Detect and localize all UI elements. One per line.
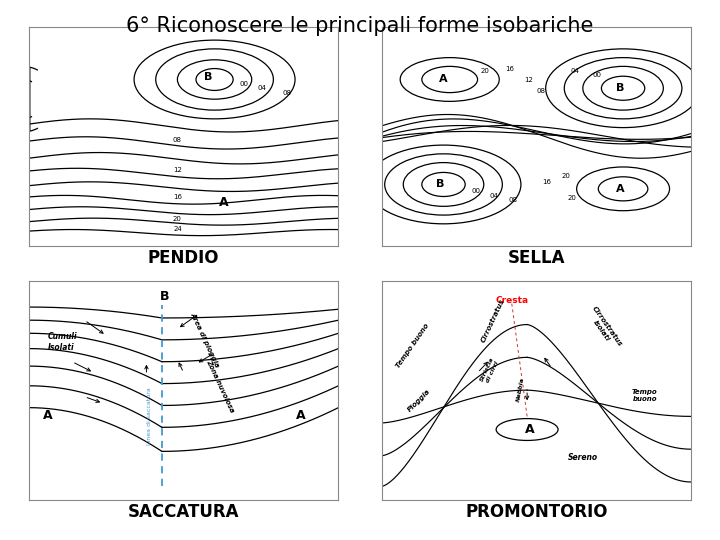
Text: 20: 20	[561, 173, 570, 179]
Text: SACCATURA: SACCATURA	[128, 503, 239, 521]
Text: Cumuli
Isolati: Cumuli Isolati	[48, 332, 77, 352]
Text: A: A	[526, 423, 535, 436]
Text: 24: 24	[173, 226, 181, 233]
Text: 08: 08	[173, 137, 182, 143]
Text: 00: 00	[592, 72, 601, 78]
Text: 20: 20	[567, 195, 576, 201]
Text: Sereno: Sereno	[568, 453, 598, 462]
Text: 20: 20	[481, 68, 490, 74]
Text: B: B	[616, 83, 624, 93]
Text: 08: 08	[508, 197, 518, 203]
Text: Zona nuvolosa: Zona nuvolosa	[205, 359, 235, 413]
Text: B: B	[204, 72, 212, 82]
Text: 04: 04	[570, 68, 580, 74]
Text: 00: 00	[239, 81, 248, 87]
Text: Tempo buono: Tempo buono	[395, 323, 430, 369]
Text: 00: 00	[472, 188, 480, 194]
Text: 12: 12	[173, 167, 182, 173]
Text: Area di pioggia: Area di pioggia	[190, 312, 220, 368]
Text: 04: 04	[490, 193, 499, 199]
Text: Tempo
buono: Tempo buono	[632, 389, 657, 402]
Text: Cirrostratus: Cirrostratus	[480, 298, 506, 343]
Text: 16: 16	[505, 66, 515, 72]
Text: 08: 08	[283, 90, 292, 96]
Text: Pioggia: Pioggia	[406, 388, 431, 413]
Text: SELLA: SELLA	[508, 249, 565, 267]
Text: 08: 08	[536, 87, 546, 93]
Text: B: B	[436, 179, 445, 190]
Text: Cresta: Cresta	[495, 296, 528, 305]
Text: 12: 12	[524, 77, 533, 83]
Text: A: A	[616, 184, 624, 194]
Text: 16: 16	[543, 179, 552, 185]
Text: 20: 20	[173, 215, 182, 221]
Text: Nebbia: Nebbia	[516, 377, 526, 402]
Text: A: A	[297, 409, 306, 422]
Text: PROMONTORIO: PROMONTORIO	[465, 503, 608, 521]
Text: 04: 04	[258, 85, 267, 91]
Text: Striscia
di cirri: Striscia di cirri	[480, 356, 500, 384]
Text: 16: 16	[173, 194, 182, 200]
Text: PENDIO: PENDIO	[148, 249, 220, 267]
Text: A: A	[439, 75, 448, 84]
Text: A: A	[219, 197, 229, 210]
Text: Cirrostratus
isolati: Cirrostratus isolati	[585, 306, 624, 352]
Text: A: A	[42, 409, 52, 422]
Text: 6° Riconoscere le principali forme isobariche: 6° Riconoscere le principali forme isoba…	[126, 16, 594, 36]
Text: Linea di saccatura: Linea di saccatura	[147, 388, 152, 445]
Text: B: B	[161, 291, 170, 303]
